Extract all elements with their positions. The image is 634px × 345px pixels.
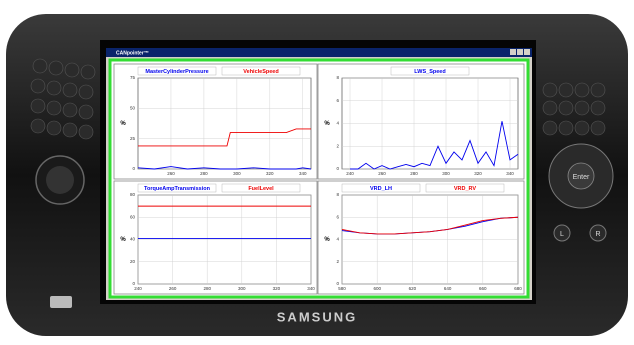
usb-port [50,296,72,308]
legend-label: VRD_RV [454,186,477,192]
y-tick-label: 20 [130,259,136,264]
right-label: R [595,231,600,238]
x-tick-label: 340 [506,171,514,176]
x-tick-label: 640 [444,286,452,291]
x-tick-label: 340 [307,286,315,291]
minimize-button[interactable] [510,49,516,55]
left-label: L [560,231,564,238]
x-tick-label: 620 [409,286,417,291]
y-tick-label: 80 [130,192,136,197]
y-tick-label: 75 [130,75,136,80]
x-tick-label: 280 [200,171,208,176]
x-tick-label: 260 [378,171,386,176]
legend-label: FuelLevel [248,186,274,192]
x-tick-label: 300 [238,286,246,291]
close-button[interactable] [524,49,530,55]
x-tick-label: 280 [203,286,211,291]
x-tick-label: 680 [514,286,522,291]
device-photo: Enter L R SAMSUNG CANpointer™ 0255075260… [0,0,634,340]
window-title: CANpointer™ [116,50,149,56]
legend-label: VRD_LH [370,186,392,192]
legend-label: LWS_Speed [414,69,445,75]
enter-label: Enter [573,174,590,181]
x-tick-label: 260 [167,171,175,176]
x-tick-label: 240 [346,171,354,176]
y-tick-label: 60 [130,214,136,219]
y-axis-label: % [120,237,126,243]
y-axis-label: % [324,121,330,127]
speaker-grille [46,166,74,194]
title-bar [106,48,532,57]
x-tick-label: 320 [266,171,274,176]
x-tick-label: 280 [410,171,418,176]
x-tick-label: 300 [442,171,450,176]
x-tick-label: 260 [169,286,177,291]
x-tick-label: 580 [338,286,346,291]
brand: SAMSUNG [277,309,357,324]
x-tick-label: 340 [299,171,307,176]
x-tick-label: 240 [134,286,142,291]
x-tick-label: 320 [273,286,281,291]
plot-area [138,78,311,169]
y-tick-label: 25 [130,136,136,141]
legend-label: MasterCylinderPressure [145,69,208,75]
x-tick-label: 660 [479,286,487,291]
y-tick-label: 40 [130,237,136,242]
x-tick-label: 300 [233,171,241,176]
x-tick-label: 600 [373,286,381,291]
legend-label: VehicleSpeed [243,69,278,75]
y-axis-label: % [120,121,126,127]
y-axis-label: % [324,237,330,243]
legend-label: TorqueAmpTransmission [144,186,211,192]
y-tick-label: 50 [130,106,136,111]
maximize-button[interactable] [517,49,523,55]
x-tick-label: 320 [474,171,482,176]
